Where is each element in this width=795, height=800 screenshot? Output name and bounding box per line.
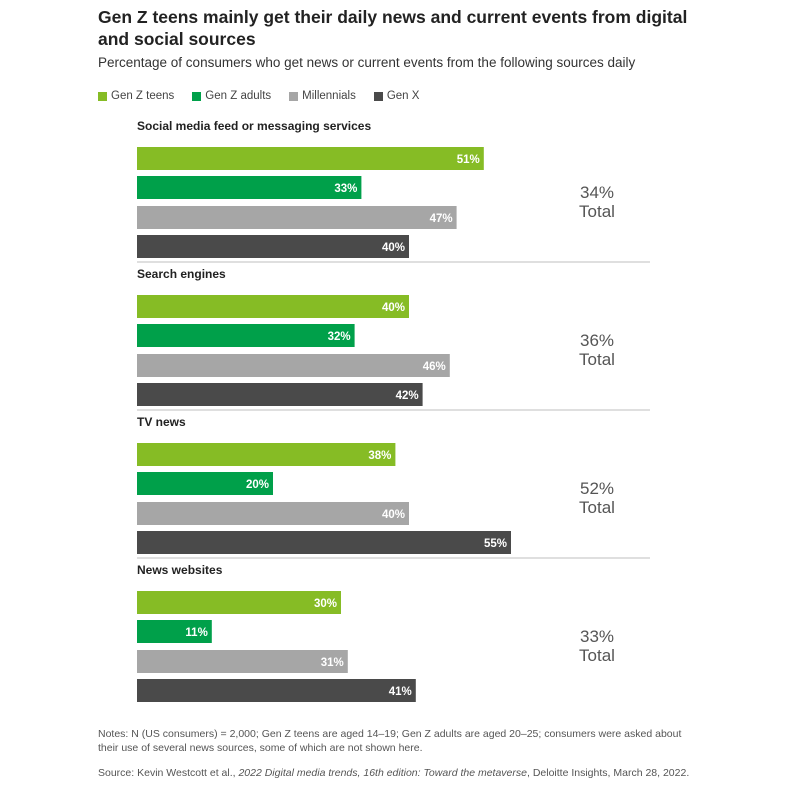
- total-value: 33%: [580, 627, 614, 646]
- bar-millennials: [137, 650, 348, 673]
- total-word: Total: [579, 350, 615, 369]
- source-suffix: , Deloitte Insights, March 28, 2022.: [526, 767, 690, 779]
- bar-value-label: 32%: [328, 331, 351, 343]
- bar-value-label: 51%: [457, 154, 480, 166]
- bar-value-label: 40%: [382, 242, 405, 254]
- total-value: 36%: [580, 331, 614, 350]
- legend-swatch-gen-x: [373, 91, 383, 101]
- bar-value-label: 47%: [430, 213, 453, 225]
- bar-millennials: [137, 354, 450, 377]
- legend-label-gen-x: Gen X: [386, 90, 420, 102]
- total-word: Total: [579, 202, 615, 221]
- legend-swatch-millennials: [289, 91, 299, 101]
- bar-gen-x: [137, 531, 511, 554]
- legend: Gen Z teens Gen Z adults Millennials Gen…: [98, 90, 419, 102]
- bar-gen-z-adults: [137, 472, 273, 495]
- category-label: Social media feed or messaging services: [137, 119, 371, 133]
- legend-item-gen-x: Gen X: [373, 90, 420, 102]
- total-value: 34%: [580, 183, 614, 202]
- bar-value-label: 31%: [321, 657, 344, 669]
- bar-value-label: 55%: [484, 538, 507, 550]
- bar-gen-z-adults: [137, 324, 355, 347]
- bar-gen-x: [137, 235, 409, 258]
- total-word: Total: [579, 646, 615, 665]
- bar-gen-z-teens: [137, 591, 341, 614]
- bar-value-label: 40%: [382, 302, 405, 314]
- source-title: 2022 Digital media trends, 16th edition:…: [238, 767, 527, 779]
- legend-swatch-gen-z-teens: [98, 91, 107, 101]
- bar-gen-z-teens: [137, 443, 396, 466]
- bar-gen-x: [137, 679, 416, 702]
- bar-millennials: [137, 206, 457, 229]
- bar-gen-z-adults: [137, 620, 212, 643]
- source-prefix: Source: Kevin Westcott et al.,: [98, 767, 239, 779]
- category-label: News websites: [137, 563, 223, 577]
- legend-swatch-gen-z-adults: [192, 91, 202, 101]
- category-label: Search engines: [137, 267, 226, 281]
- bar-gen-z-teens: [137, 295, 409, 318]
- bar-value-label: 30%: [314, 598, 337, 610]
- bar-chart: Social media feed or messaging services 5…: [137, 119, 650, 702]
- bar-value-label: 38%: [368, 450, 391, 462]
- legend-item-millennials: Millennials: [289, 90, 356, 102]
- chart-source: Source: Kevin Westcott et al., 2022 Digi…: [98, 766, 698, 780]
- legend-label-millennials: Millennials: [302, 90, 356, 102]
- bar-gen-z-adults: [137, 176, 362, 199]
- legend-label-gen-z-adults: Gen Z adults: [205, 90, 272, 102]
- legend-item-gen-z-teens: Gen Z teens: [98, 90, 174, 102]
- chart-title: Gen Z teens mainly get their daily news …: [98, 7, 688, 49]
- bar-value-label: 46%: [423, 361, 446, 373]
- total-value: 52%: [580, 479, 614, 498]
- bar-value-label: 33%: [334, 183, 357, 195]
- bar-gen-x: [137, 383, 423, 406]
- bar-value-label: 42%: [396, 390, 419, 402]
- category-label: TV news: [137, 415, 186, 429]
- total-word: Total: [579, 498, 615, 517]
- bar-value-label: 11%: [185, 627, 207, 639]
- legend-item-gen-z-adults: Gen Z adults: [192, 90, 271, 102]
- legend-label-gen-z-teens: Gen Z teens: [111, 90, 175, 102]
- bar-value-label: 40%: [382, 509, 405, 521]
- bar-gen-z-teens: [137, 147, 484, 170]
- chart-notes: Notes: N (US consumers) = 2,000; Gen Z t…: [98, 728, 682, 754]
- bar-value-label: 41%: [389, 686, 412, 698]
- bar-millennials: [137, 502, 409, 525]
- bar-value-label: 20%: [246, 479, 269, 491]
- chart-subtitle: Percentage of consumers who get news or …: [98, 55, 636, 70]
